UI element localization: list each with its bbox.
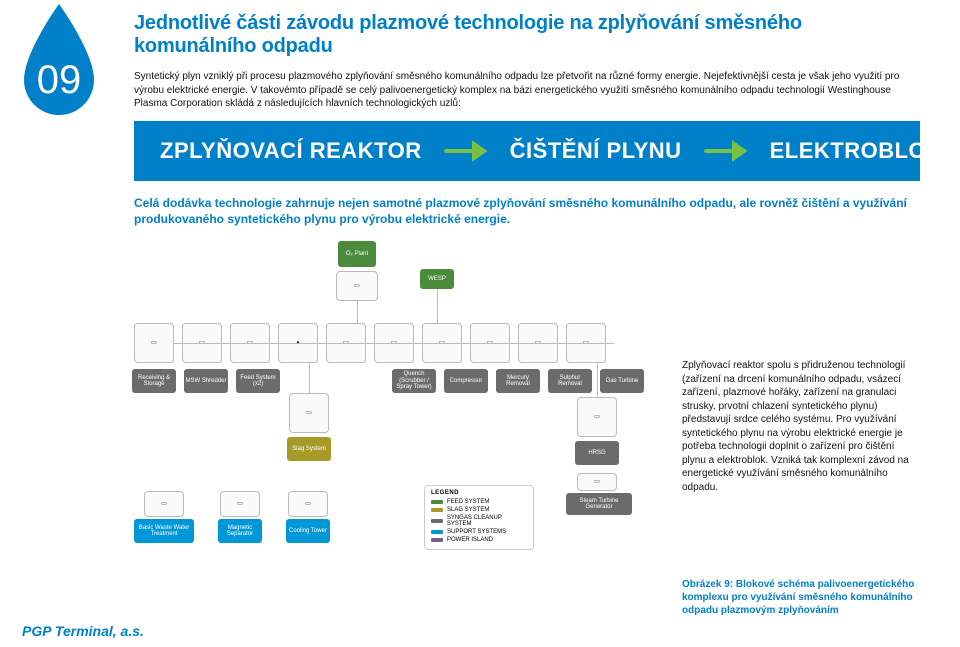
diagram-icon: ▭ (289, 393, 329, 433)
diagram-icon: ▭ (144, 491, 184, 517)
diagram-icon: ▭ (134, 323, 174, 363)
diagram-icon: ▭ (220, 491, 260, 517)
flow-step-1: ZPLYŇOVACÍ REAKTOR (160, 138, 422, 164)
diagram-label-row: Receiving & Storage MSW Shredder Feed Sy… (132, 369, 644, 393)
section-badge: 09 (6, 0, 112, 126)
legend-swatch (431, 530, 443, 534)
diagram-bottom-row: ▭ Basic Waste Water Treatment ▭ Magnetic… (134, 491, 330, 543)
diagram-connector (597, 363, 598, 397)
diagram-icon: ▭ (288, 491, 328, 517)
diagram-box-steam: Steam Turbine Generator (566, 493, 632, 515)
diagram-box-hrsg: HRSG (575, 441, 619, 465)
legend-swatch (431, 538, 443, 542)
diagram-legend: LEGEND FEED SYSTEM SLAG SYSTEM SYNGAS CL… (424, 485, 534, 550)
diagram-connector (309, 363, 310, 393)
legend-label: SLAG SYSTEM (447, 507, 489, 513)
section-number: 09 (6, 58, 112, 103)
side-paragraph: Zplyňovací reaktor spolu s přidruženou t… (682, 359, 920, 494)
diagram-label: Sulphur Removal (548, 369, 592, 393)
diagram-label: Receiving & Storage (132, 369, 176, 393)
arrow-icon (704, 140, 748, 162)
page-title: Jednotlivé části závodu plazmové technol… (134, 12, 920, 58)
legend-label: SUPPORT SYSTEMS (447, 529, 506, 535)
flow-step-2: ČIŠTĚNÍ PLYNU (510, 138, 682, 164)
diagram-connector (357, 301, 358, 323)
figure-caption: Obrázek 9: Blokové schéma palivoenergeti… (682, 578, 920, 617)
diagram-label: Cooling Tower (286, 519, 330, 543)
process-flow-bar: ZPLYŇOVACÍ REAKTOR ČIŠTĚNÍ PLYNU ELEKTRO… (134, 121, 920, 181)
diagram-icon: ▭ (577, 397, 617, 437)
legend-swatch (431, 500, 443, 504)
diagram-icon: ▭ (577, 473, 617, 491)
flow-step-3: ELEKTROBLOK (770, 138, 943, 164)
legend-row: SLAG SYSTEM (431, 507, 527, 513)
legend-row: FEED SYSTEM (431, 499, 527, 505)
diagram-box-wesp: WESP (420, 269, 454, 289)
diagram-label: MSW Shredder (184, 369, 228, 393)
legend-label: FEED SYSTEM (447, 499, 489, 505)
legend-title: LEGEND (431, 490, 527, 496)
legend-swatch (431, 519, 443, 523)
diagram-connector (437, 289, 438, 323)
diagram-label: Gas Turbine (600, 369, 644, 393)
diagram-icon: ▭ (336, 271, 378, 301)
arrow-icon (444, 140, 488, 162)
diagram-box-slag: Slag System (287, 437, 331, 461)
diagram-label: Magnetic Separator (218, 519, 262, 543)
diagram-label: Quench (Scrubber / Spray Tower) (392, 369, 436, 393)
diagram-label: Mercury Removal (496, 369, 540, 393)
diagram-label: Compressor (444, 369, 488, 393)
legend-label: SYNGAS CLEANUP SYSTEM (447, 515, 527, 527)
diagram-label: Feed System (x2) (236, 369, 280, 393)
legend-label: POWER ISLAND (447, 537, 493, 543)
legend-row: POWER ISLAND (431, 537, 527, 543)
intro-paragraph: Syntetický plyn vzniklý při procesu plaz… (134, 70, 920, 111)
page-root: 09 Jednotlivé části závodu plazmové tech… (0, 0, 960, 647)
legend-row: SUPPORT SYSTEMS (431, 529, 527, 535)
footer-company: PGP Terminal, a.s. (22, 623, 144, 639)
legend-swatch (431, 508, 443, 512)
legend-row: SYNGAS CLEANUP SYSTEM (431, 515, 527, 527)
highlight-text: Celá dodávka technologie zahrnuje nejen … (134, 195, 920, 227)
diagram-label: Basic Waste Water Treatment (134, 519, 194, 543)
diagram-connector (174, 343, 614, 344)
diagram-box-o2: O₂ Plant (338, 241, 376, 267)
